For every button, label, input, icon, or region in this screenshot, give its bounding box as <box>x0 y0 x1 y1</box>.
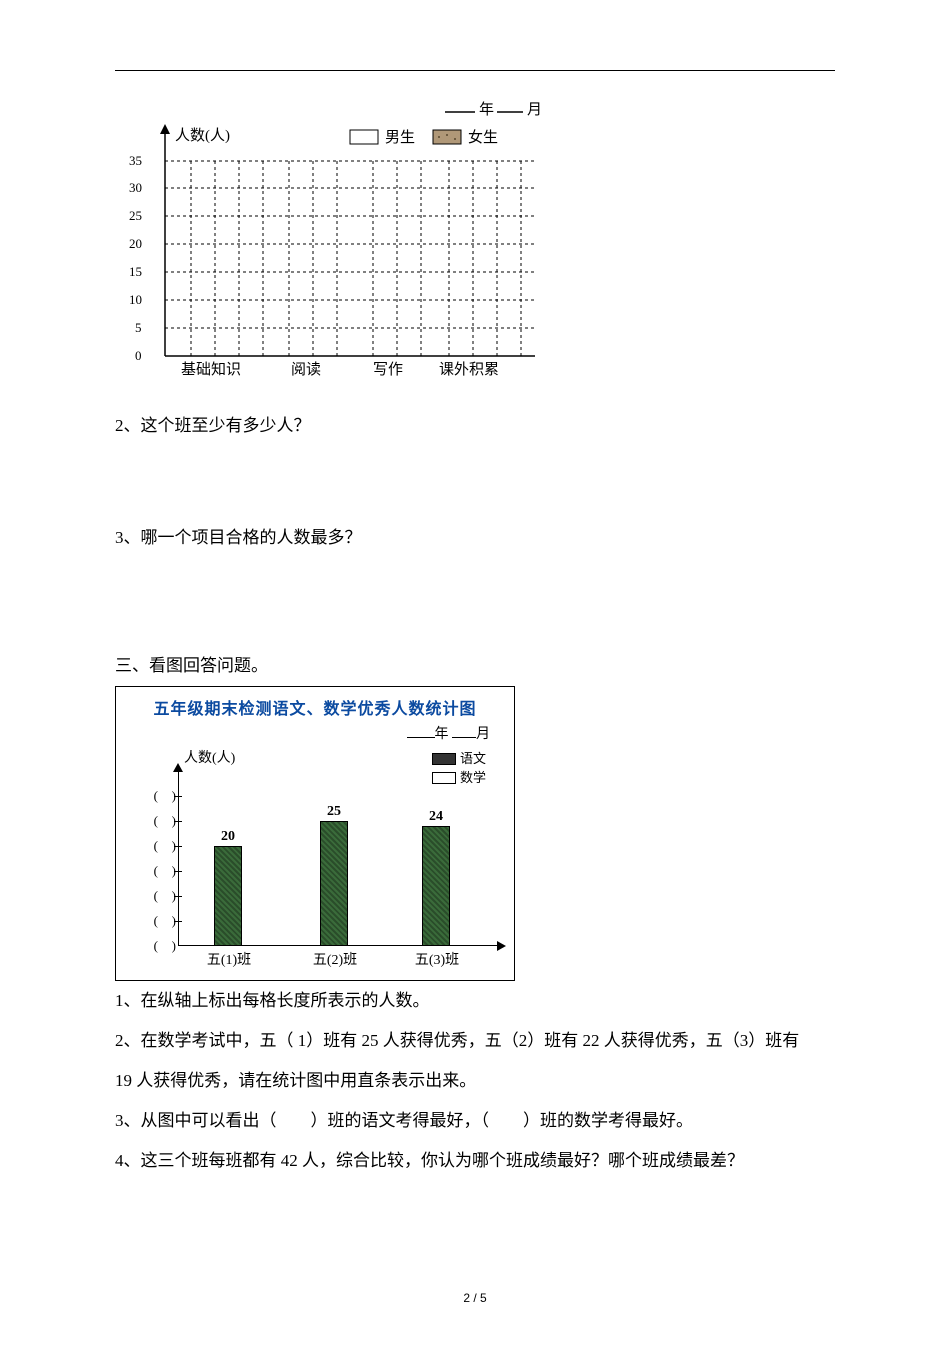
chart2-ytick: ( ) <box>136 813 176 829</box>
chart2-cat-1: 五(2)班 <box>300 949 370 969</box>
chart1-legend-1: 女生 <box>468 128 498 146</box>
chart2-title: 五年级期末检测语文、数学优秀人数统计图 <box>122 695 508 719</box>
bar-class3-chinese <box>422 826 450 946</box>
ytick-10: 10 <box>129 292 142 307</box>
chart1-legend-0: 男生 <box>385 129 415 146</box>
bar-label-1: 20 <box>214 829 242 845</box>
chart2-legend: 语文 数学 <box>432 749 486 788</box>
chart2-ytick: ( ) <box>136 838 176 854</box>
chart2-ytick: ( ) <box>136 913 176 929</box>
bar-label-3: 24 <box>422 809 450 825</box>
top-rule <box>115 70 835 71</box>
bar-label-2: 25 <box>320 804 348 820</box>
ytick-0: 0 <box>135 348 142 363</box>
q3-1: 1、在纵轴上标出每格长度所表示的人数。 <box>115 981 835 1021</box>
q3-2b: 19 人获得优秀，请在统计图中用直条表示出来。 <box>115 1061 835 1101</box>
chart2-ylabel: 人数(人) <box>184 747 235 767</box>
chart1-year-suffix: 年 <box>479 101 494 118</box>
chart2-yaxis <box>178 771 179 946</box>
chart2: 五年级期末检测语文、数学优秀人数统计图 年 月 人数(人) 语文 数学 ( ) … <box>115 686 515 981</box>
x-arrow-icon <box>497 941 506 951</box>
section3-heading: 三、看图回答问题。 <box>115 646 835 686</box>
chart2-cat-2: 五(3)班 <box>402 949 472 969</box>
chart1-cat-2: 写作 <box>373 361 403 378</box>
page: 年 月 人数(人) 男生 女生 5 10 15 20 <box>0 0 950 1345</box>
chart1: 年 月 人数(人) 男生 女生 5 10 15 20 <box>115 96 835 386</box>
chart2-ytick: ( ) <box>136 888 176 904</box>
ytick-5: 5 <box>135 320 142 335</box>
ytick-35: 35 <box>129 153 142 168</box>
bar-class1-chinese <box>214 846 242 946</box>
chart2-ytick: ( ) <box>136 788 176 804</box>
chart1-cat-0: 基础知识 <box>181 361 241 378</box>
ytick-25: 25 <box>129 208 142 223</box>
chart1-svg: 年 月 人数(人) 男生 女生 5 10 15 20 <box>115 96 545 381</box>
chart2-body: 人数(人) 语文 数学 ( ) ( ) ( ) ( ) ( ) ( ) ( <box>122 749 508 974</box>
question-3: 3、哪一个项目合格的人数最多？ <box>115 518 835 558</box>
chart2-date: 年 月 <box>122 723 508 743</box>
chart2-cat-0: 五(1)班 <box>194 949 264 969</box>
q3-2a: 2、在数学考试中，五（ 1）班有 25 人获得优秀，五（2）班有 22 人获得优… <box>115 1021 835 1061</box>
q3-3: 3、从图中可以看出（ ）班的语文考得最好，（ ）班的数学考得最好。 <box>115 1101 835 1141</box>
chart1-cat-3: 课外积累 <box>439 361 499 378</box>
ytick-30: 30 <box>129 180 142 195</box>
question-2: 2、这个班至少有多少人？ <box>115 406 835 446</box>
chart1-month-suffix: 月 <box>527 102 542 118</box>
q3-4: 4、这三个班每班都有 42 人，综合比较，你认为哪个班成绩最好？哪个班成绩最差？ <box>115 1141 835 1181</box>
chart1-ylabel: 人数(人) <box>175 127 230 144</box>
chart2-ytick: ( ) <box>136 863 176 879</box>
chart2-ytick: ( ) <box>136 938 176 954</box>
chart1-cat-1: 阅读 <box>291 361 321 378</box>
ytick-15: 15 <box>129 264 142 279</box>
bar-class2-chinese <box>320 821 348 946</box>
page-footer: 2 / 5 <box>0 1291 950 1305</box>
ytick-20: 20 <box>129 236 142 251</box>
